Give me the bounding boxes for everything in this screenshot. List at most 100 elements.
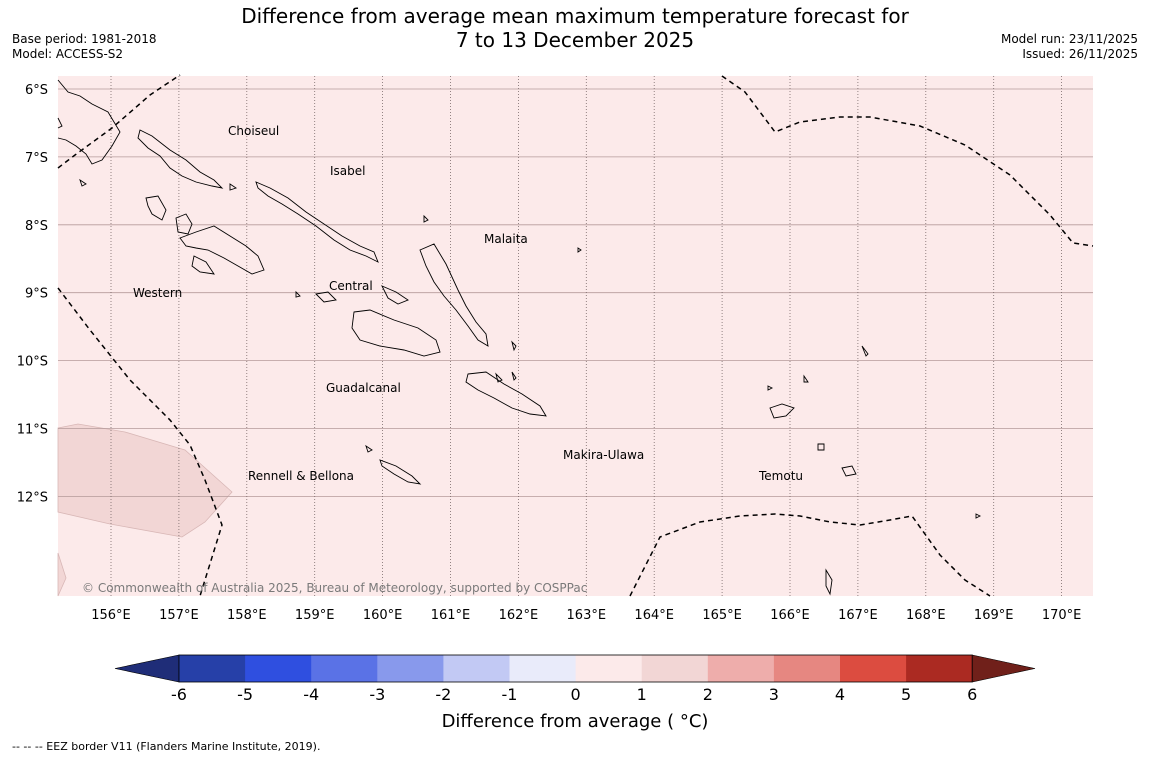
colorbar-swatch bbox=[707, 655, 775, 682]
islet-coast bbox=[975, 513, 982, 519]
lat-label: 7°S bbox=[25, 151, 48, 166]
lon-label: 158°E bbox=[227, 608, 267, 623]
colorbar-swatch bbox=[773, 655, 841, 682]
makira-coast bbox=[465, 371, 547, 417]
florida-islands-coast bbox=[381, 285, 409, 305]
colorbar-tick-label: 3 bbox=[768, 685, 779, 704]
kolombangara-coast bbox=[175, 213, 193, 235]
rennell-coast bbox=[379, 459, 422, 485]
title-line-2: 7 to 13 December 2025 bbox=[455, 28, 695, 52]
lat-label: 9°S bbox=[25, 287, 48, 302]
base-period: Base period: 1981-2018 bbox=[12, 32, 157, 46]
title-line-1: Difference from average mean maximum tem… bbox=[241, 4, 909, 28]
colorbar-swatch bbox=[575, 655, 643, 682]
lon-label: 167°E bbox=[838, 608, 878, 623]
colorbar-tick-label: 4 bbox=[834, 685, 846, 704]
lat-label: 12°S bbox=[17, 490, 48, 505]
meta-right: Model run: 23/11/2025 Issued: 26/11/2025 bbox=[1001, 32, 1138, 62]
islet-coast bbox=[511, 371, 517, 381]
colorbar bbox=[114, 654, 1036, 683]
russell-islands-coast bbox=[315, 291, 337, 303]
colorbar-tick-label: -6 bbox=[171, 685, 187, 704]
bellona-coast bbox=[365, 444, 373, 453]
model-name: Model: ACCESS-S2 bbox=[12, 47, 124, 61]
islet-coast bbox=[295, 290, 301, 298]
lat-label: 8°S bbox=[25, 219, 48, 234]
colorbar-swatch bbox=[311, 655, 378, 682]
map-background bbox=[58, 76, 1093, 596]
label-rennell-bellona: Rennell & Bellona bbox=[248, 469, 354, 483]
label-choiseul: Choiseul bbox=[228, 124, 279, 138]
colorbar-tick-label: -3 bbox=[369, 685, 386, 704]
guadalcanal-coast bbox=[351, 309, 441, 357]
islet-coast bbox=[229, 183, 238, 191]
vella-lavella-coast bbox=[145, 195, 167, 221]
meta-left: Base period: 1981-2018 Model: ACCESS-S2 bbox=[12, 32, 157, 62]
coastlines bbox=[57, 79, 982, 596]
lon-label: 156°E bbox=[91, 608, 131, 623]
colorbar-tick-label: 1 bbox=[636, 685, 647, 704]
lat-label: 11°S bbox=[17, 423, 48, 438]
colorbar-extend-low bbox=[114, 654, 180, 683]
colorbar-extend-high bbox=[971, 654, 1036, 683]
islet-coast bbox=[511, 340, 517, 352]
colorbar-label: Difference from average ( °C) bbox=[441, 711, 709, 732]
map-canvas: Choiseul Isabel Malaita Central Western … bbox=[17, 74, 1094, 623]
islet-coast bbox=[861, 345, 869, 357]
latitude-labels: 6°S 7°S 8°S 9°S 10°S 11°S 12°S bbox=[17, 83, 48, 505]
islet-coast bbox=[841, 465, 857, 477]
copyright-text: © Commonwealth of Australia 2025, Bureau… bbox=[82, 581, 587, 595]
colorbar-swatches bbox=[114, 654, 1036, 683]
choiseul-coast bbox=[137, 129, 224, 189]
colorbar-tick-label: -4 bbox=[303, 685, 320, 704]
lon-label: 165°E bbox=[702, 608, 742, 623]
colorbar-swatch bbox=[179, 655, 246, 682]
label-western: Western bbox=[133, 286, 182, 300]
colorbar-swatch bbox=[245, 655, 312, 682]
anomaly-band-1-2 bbox=[57, 423, 233, 538]
islet-coast bbox=[423, 214, 429, 223]
isabel-coast bbox=[255, 181, 379, 263]
model-run: Model run: 23/11/2025 bbox=[1000, 32, 1138, 46]
colorbar-swatch bbox=[840, 655, 907, 682]
colorbar-tick-label: 0 bbox=[570, 685, 581, 704]
lon-label: 159°E bbox=[295, 608, 335, 623]
santa-cruz-coast bbox=[769, 403, 795, 419]
footnote: -- -- -- EEZ border V11 (Flanders Marine… bbox=[12, 740, 321, 753]
label-malaita: Malaita bbox=[484, 232, 528, 246]
lat-label: 6°S bbox=[25, 83, 48, 98]
eez-border-north bbox=[57, 74, 181, 169]
lon-label: 168°E bbox=[906, 608, 946, 623]
eez-borders bbox=[57, 74, 1094, 597]
islet-coast bbox=[803, 374, 809, 383]
label-central: Central bbox=[329, 279, 373, 293]
colorbar-tick-label: 2 bbox=[702, 685, 713, 704]
lon-label: 160°E bbox=[363, 608, 403, 623]
colorbar-tick-label: -2 bbox=[435, 685, 452, 704]
malaita-coast bbox=[419, 243, 489, 347]
lon-label: 170°E bbox=[1042, 608, 1082, 623]
islet-coast bbox=[767, 385, 774, 391]
islet-coast bbox=[817, 443, 825, 451]
eez-border-northeast bbox=[721, 75, 1094, 247]
colorbar-frame bbox=[178, 654, 973, 683]
lon-label: 166°E bbox=[770, 608, 810, 623]
region-labels: Choiseul Isabel Malaita Central Western … bbox=[133, 124, 803, 483]
issued-date: Issued: 26/11/2025 bbox=[1022, 47, 1138, 61]
colorbar-tick-label: -5 bbox=[237, 685, 254, 704]
longitude-labels: 156°E 157°E 158°E 159°E 160°E 161°E 162°E 163°E… bbox=[91, 608, 1081, 623]
map-title: Difference from average mean maximum tem… bbox=[0, 4, 1150, 52]
colorbar-swatch bbox=[443, 655, 510, 682]
lon-label: 164°E bbox=[634, 608, 674, 623]
islet-coast bbox=[57, 117, 63, 129]
bougainville-coast bbox=[57, 79, 121, 165]
colorbar-tick-label: 6 bbox=[967, 685, 978, 704]
islet-coast bbox=[577, 247, 582, 253]
colorbar-swatch bbox=[509, 655, 577, 682]
colorbar-swatch bbox=[906, 655, 973, 682]
label-guadalcanal: Guadalcanal bbox=[326, 381, 401, 395]
lon-label: 157°E bbox=[159, 608, 199, 623]
lat-label: 10°S bbox=[17, 355, 48, 370]
islet-coast bbox=[495, 372, 503, 383]
rendova-coast bbox=[191, 255, 215, 275]
